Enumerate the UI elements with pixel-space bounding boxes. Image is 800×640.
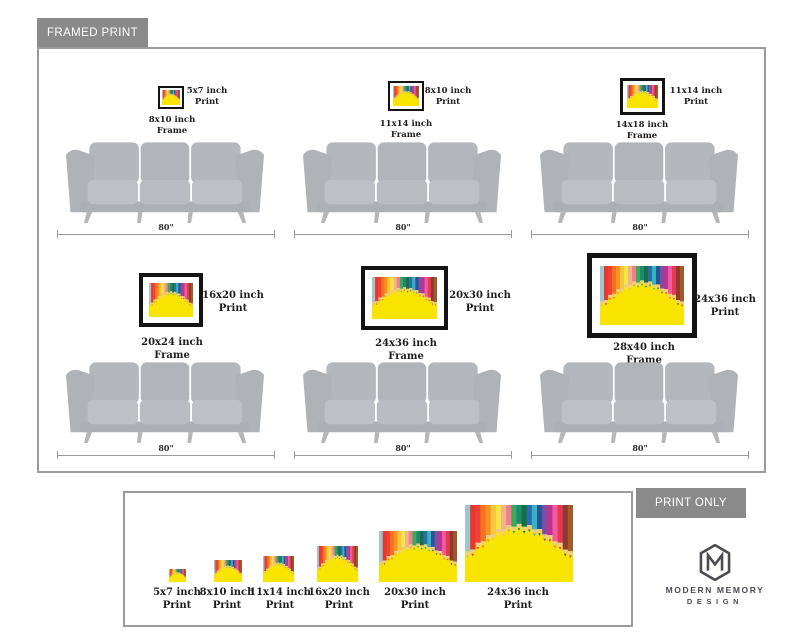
- print-item-label: 5x7 inch Print: [153, 587, 201, 611]
- frame-size-label: 24x36 inch Frame: [375, 338, 437, 362]
- framed-artwork-20x30: [361, 266, 448, 330]
- pencil-artwork: [465, 505, 573, 582]
- pencil-artwork: [372, 277, 437, 319]
- print-item-label: 20x30 inch Print: [384, 587, 446, 611]
- framed-artwork-8x10: [388, 81, 424, 111]
- pencil-artwork: [149, 283, 193, 317]
- print-item-label: 8x10 inch Print: [199, 587, 255, 611]
- pencil-artwork: [600, 266, 684, 325]
- print-item-label: 24x36 inch Print: [487, 587, 549, 611]
- pencil-artwork: [317, 546, 358, 582]
- print-item-label: 11x14 inch Print: [249, 587, 311, 611]
- pencil-artwork: [379, 531, 457, 582]
- pencil-artwork: [162, 90, 180, 105]
- brand-name: MODERN MEMORY: [665, 585, 765, 595]
- sofa-illustration: [294, 137, 510, 223]
- sofa-width-measure: 80": [57, 441, 275, 459]
- print-size-label: 20x30 inch Print: [449, 290, 511, 314]
- print-item-11x14: [263, 556, 294, 582]
- sofa-width-value: 80": [395, 443, 411, 453]
- pencil-artwork: [169, 569, 186, 582]
- print-size-label: 8x10 inch Print: [424, 86, 472, 108]
- sofa-width-measure: 80": [57, 220, 275, 238]
- brand-logo: MODERN MEMORY DESIGN: [662, 544, 768, 606]
- sofa-width-measure: 80": [531, 220, 749, 238]
- sofa-width-value: 80": [632, 222, 648, 232]
- frame-size-label: 28x40 inch Frame: [613, 342, 675, 366]
- brand-name-line2: DESIGN: [686, 597, 744, 606]
- framed-artwork-24x36: [587, 253, 697, 338]
- print-item-5x7: [169, 569, 186, 582]
- modern-memory-hexagon-icon: [699, 544, 731, 581]
- pencil-artwork: [393, 86, 419, 106]
- print-item-8x10: [214, 560, 242, 582]
- sofa-width-value: 80": [395, 222, 411, 232]
- frame-size-label: 11x14 inch Frame: [379, 119, 433, 141]
- print-only-badge: PRINT ONLY: [636, 488, 746, 518]
- frame-size-label: 14x18 inch Frame: [615, 120, 669, 142]
- sofa-width-value: 80": [158, 443, 174, 453]
- print-item-20x30: [379, 531, 457, 582]
- sofa-illustration: [57, 137, 273, 223]
- framed-print-badge: FRAMED PRINT: [37, 18, 148, 47]
- sofa-illustration: [531, 357, 747, 443]
- frame-size-label: 20x24 inch Frame: [141, 337, 203, 361]
- sofa-illustration: [531, 137, 747, 223]
- sofa-width-measure: 80": [294, 441, 512, 459]
- print-size-label: 16x20 inch Print: [202, 290, 264, 314]
- print-size-label: 5x7 inch Print: [186, 86, 228, 108]
- framed-artwork-11x14: [620, 78, 665, 115]
- sofa-width-measure: 80": [294, 220, 512, 238]
- sofa-width-measure: 80": [531, 441, 749, 459]
- sofa-width-value: 80": [158, 222, 174, 232]
- print-item-24x36: [465, 505, 573, 582]
- pencil-artwork: [263, 556, 294, 582]
- framed-artwork-16x20: [139, 273, 203, 327]
- sofa-illustration: [57, 357, 273, 443]
- frame-size-label: 8x10 inch Frame: [148, 115, 196, 137]
- pencil-artwork: [627, 85, 658, 108]
- sofa-width-value: 80": [632, 443, 648, 453]
- sofa-illustration: [294, 357, 510, 443]
- print-size-label: 11x14 inch Print: [669, 86, 723, 108]
- print-size-label: 24x36 inch Print: [694, 294, 756, 318]
- print-item-label: 16x20 inch Print: [308, 587, 370, 611]
- pencil-artwork: [214, 560, 242, 582]
- print-item-16x20: [317, 546, 358, 582]
- framed-artwork-5x7: [158, 86, 184, 109]
